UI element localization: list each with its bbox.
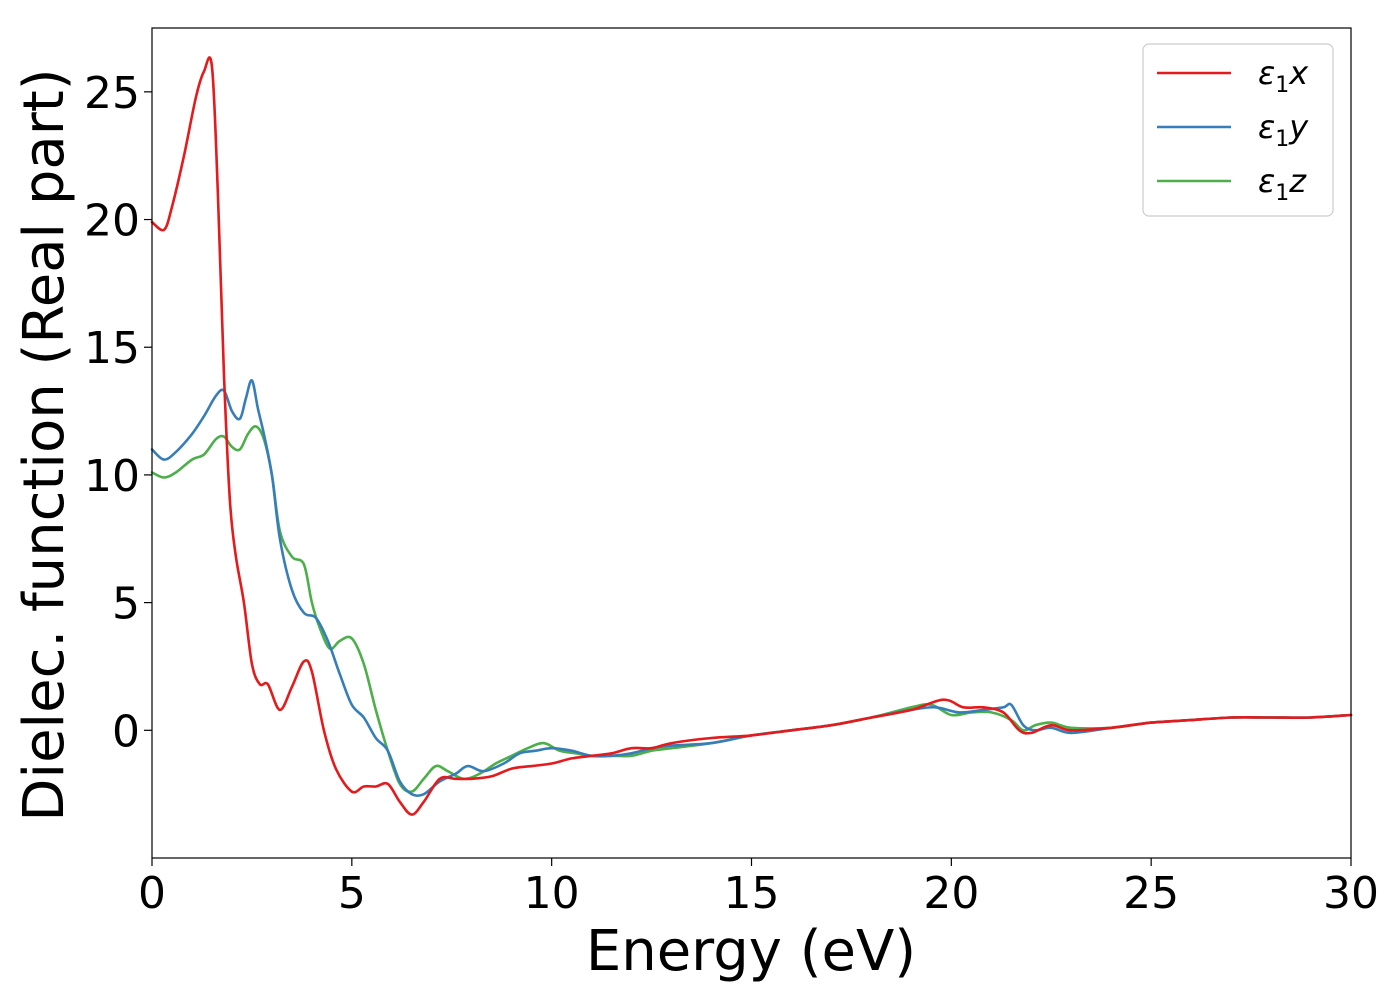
x-axis: 0 5 10 15 20 25 30 [138,858,1379,919]
y-tick-label: 20 [84,196,140,247]
x-tick-label: 20 [923,868,979,919]
x-tick-label: 30 [1323,868,1379,919]
x-tick-label: 25 [1123,868,1179,919]
x-axis-title: Energy (eV) [586,919,916,984]
y-tick-label: 15 [84,323,140,374]
legend: ε1x ε1y ε1z [1142,43,1334,217]
legend-label-z: ε1z [1258,162,1307,206]
series-line-z [150,425,1353,794]
series-line-x [150,56,1353,816]
y-tick-label: 0 [112,706,140,757]
y-tick-label: 10 [84,451,140,502]
y-axis-title: Dielec. function (Real part) [12,68,77,821]
x-tick-label: 0 [138,868,166,919]
x-tick-label: 5 [338,868,366,919]
legend-box [1142,43,1334,217]
y-axis: 0 5 10 15 20 25 [84,68,152,757]
series-layer [150,56,1353,816]
legend-label-x: ε1x [1258,54,1309,98]
y-tick-label: 25 [84,68,140,119]
x-tick-label: 10 [524,868,580,919]
legend-label-y: ε1y [1258,108,1309,152]
y-tick-label: 5 [112,579,140,630]
x-tick-label: 15 [724,868,780,919]
series-line-y [150,379,1353,798]
